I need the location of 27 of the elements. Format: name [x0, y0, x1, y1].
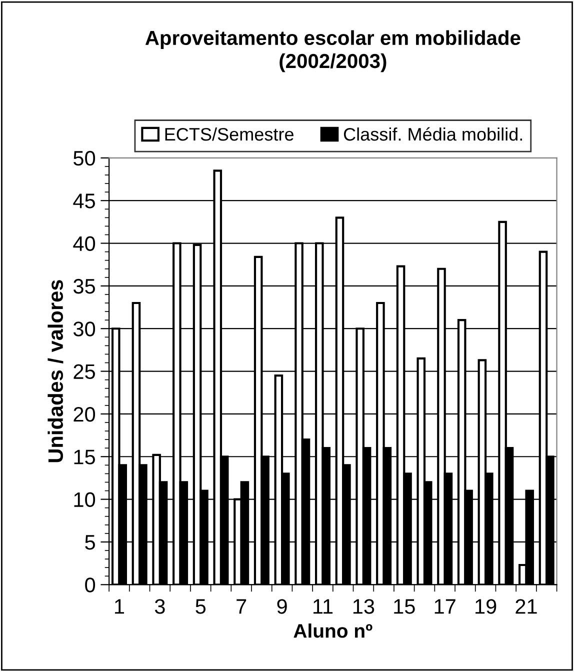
y-tick-label: 20	[74, 406, 96, 422]
y-tick-label: 0	[85, 578, 96, 592]
x-tick-label: 11	[314, 599, 333, 614]
chart-title: Aproveitamento escolar em mobilidade (2002/2003)	[145, 30, 520, 72]
y-tick-label: 35	[73, 278, 95, 294]
legend-label: Classif. Média mobilid.	[344, 127, 522, 141]
y-axis-title: Unidades / valores	[48, 280, 64, 462]
x-tick-label: 13	[353, 599, 374, 614]
y-tick-label: 15	[74, 450, 95, 464]
y-tick-label: 5	[85, 535, 95, 550]
y-tick-label: 25	[74, 364, 95, 380]
legend-label: ECTS/Semestre	[165, 127, 294, 141]
x-tick-label: 15	[394, 599, 415, 614]
y-tick-label: 50	[74, 150, 96, 166]
x-tick-label: 7	[236, 599, 246, 614]
x-tick-label: 9	[277, 599, 287, 614]
x-tick-label: 21	[516, 599, 537, 614]
y-tick-label: 30	[73, 322, 96, 336]
y-tick-label: 45	[73, 194, 95, 208]
x-tick-label: 1	[115, 599, 124, 614]
x-tick-label: 3	[154, 599, 165, 614]
x-tick-label: 5	[196, 599, 206, 614]
x-tick-label: 17	[434, 599, 456, 614]
x-tick-label: 19	[476, 599, 496, 614]
y-tick-label: 40	[73, 236, 96, 252]
y-tick-label: 10	[74, 492, 96, 508]
x-axis-title: Aluno nº	[294, 624, 372, 638]
